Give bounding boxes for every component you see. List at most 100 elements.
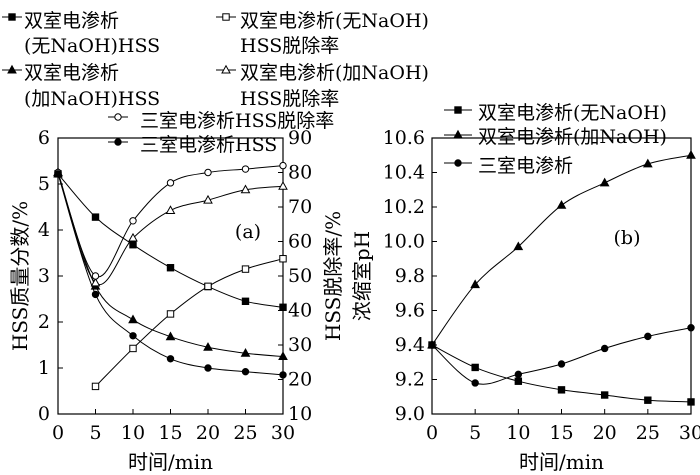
data-point: [166, 264, 175, 272]
data-point: [91, 272, 100, 280]
data-point: [644, 332, 652, 341]
data-point: [128, 314, 138, 324]
data-point: [600, 391, 609, 399]
data-point: [471, 379, 479, 387]
data-point: [513, 241, 524, 251]
y-tick-label-b: 10.2: [383, 196, 425, 218]
y-tick-label-a: 2: [38, 311, 50, 333]
y2-tick-label-a: 80: [288, 162, 312, 184]
legend-marker: [222, 13, 230, 21]
y-tick-label-b: 9.2: [395, 369, 425, 391]
data-point: [599, 177, 610, 187]
x-tick-label-a: 25: [233, 422, 257, 444]
legend-marker: [114, 138, 122, 146]
data-point: [470, 279, 481, 289]
data-point: [241, 165, 250, 173]
y2-tick-label-a: 10: [288, 403, 312, 425]
data-point: [165, 205, 176, 214]
data-point: [471, 363, 479, 372]
x-tick-label-b: 10: [506, 422, 530, 444]
x-axis-title-b: 时间/min: [519, 450, 604, 474]
y-tick-label-b: 9.8: [395, 265, 425, 287]
x-tick-label-b: 20: [593, 422, 617, 444]
y2-tick-label-a: 30: [288, 334, 312, 356]
data-point: [128, 232, 138, 242]
x-tick-label-a: 10: [121, 422, 145, 444]
data-point: [203, 342, 213, 351]
y-tick-label-b: 10.0: [383, 231, 425, 253]
data-point: [91, 382, 100, 391]
data-point: [557, 360, 566, 368]
y-axis-title-a: HSS质量分数/%: [8, 201, 32, 351]
y2-tick-label-a: 70: [288, 196, 312, 218]
data-point: [204, 364, 212, 372]
data-point: [240, 184, 251, 194]
legend-label-a: (加NaOH)HSS: [24, 88, 160, 110]
data-point: [241, 367, 250, 376]
data-point: [240, 348, 251, 357]
data-point: [644, 396, 652, 404]
x-tick-label-b: 30: [679, 422, 700, 444]
y2-tick-label-a: 50: [288, 265, 312, 287]
legend-label-a: (无NaOH)HSS: [24, 35, 160, 57]
legend-label-a: 双室电渗析(无NaOH): [240, 10, 429, 32]
legend-label-a: 三室电渗析HSS脱除率: [140, 110, 334, 132]
plot-frame-b: [431, 137, 692, 415]
legend-label-a: 双室电渗析: [24, 10, 119, 32]
data-point: [90, 277, 101, 287]
x-tick-label-a: 5: [89, 422, 101, 444]
legend-label-a: 三室电渗析HSS: [140, 134, 277, 156]
data-point: [54, 170, 62, 178]
data-point: [203, 194, 213, 204]
data-point: [129, 217, 137, 225]
data-point: [642, 158, 653, 168]
legend-marker: [7, 64, 17, 74]
data-point: [687, 324, 695, 332]
legend-marker: [454, 106, 462, 114]
data-point: [687, 398, 695, 406]
data-point: [600, 344, 609, 353]
data-point: [204, 282, 212, 291]
legend-label-a: HSS脱除率: [240, 88, 339, 110]
data-point: [279, 255, 287, 263]
x-tick-label-a: 30: [271, 422, 295, 444]
data-point: [279, 161, 287, 170]
legend-marker: [8, 13, 16, 21]
x-tick-label-a: 0: [52, 422, 64, 444]
y-tick-label-a: 3: [38, 265, 50, 287]
data-point: [556, 200, 567, 209]
y-tick-label-a: 4: [38, 219, 50, 241]
legend-label-b: 三室电渗析: [478, 155, 573, 177]
legend-marker: [454, 159, 462, 167]
data-point: [204, 168, 212, 177]
x-tick-label-a: 20: [196, 422, 220, 444]
data-point: [129, 344, 137, 353]
y-tick-label-a: 5: [38, 173, 50, 195]
series-line: [431, 154, 692, 346]
legend-label-a: 双室电渗析: [24, 62, 119, 84]
legend-marker: [114, 113, 122, 121]
y2-tick-label-a: 60: [288, 231, 312, 253]
data-point: [278, 181, 288, 190]
y-tick-label-b: 9.4: [395, 334, 425, 356]
data-point: [278, 351, 288, 360]
legend-label-a: HSS脱除率: [240, 35, 339, 57]
x-tick-label-a: 15: [158, 422, 182, 444]
y2-tick-label-a: 20: [288, 369, 312, 391]
legend-label-a: 双室电渗析(加NaOH): [240, 62, 429, 84]
data-point: [279, 303, 287, 311]
series-line: [431, 327, 692, 385]
data-point: [686, 150, 696, 159]
data-point: [91, 290, 100, 299]
data-point: [241, 265, 250, 273]
y-axis-title-b: 浓缩室pH: [350, 231, 374, 321]
legend-marker: [221, 64, 231, 74]
x-axis-title-a: 时间/min: [128, 450, 213, 474]
y-tick-label-b: 10.4: [383, 162, 425, 184]
panel-label-b: (b): [614, 227, 641, 249]
data-point: [166, 310, 175, 318]
y2-axis-title-a: HSS脱除率/%: [321, 211, 345, 341]
data-point: [166, 355, 175, 363]
x-tick-label-b: 15: [549, 422, 573, 444]
y-tick-label-a: 1: [38, 357, 50, 379]
